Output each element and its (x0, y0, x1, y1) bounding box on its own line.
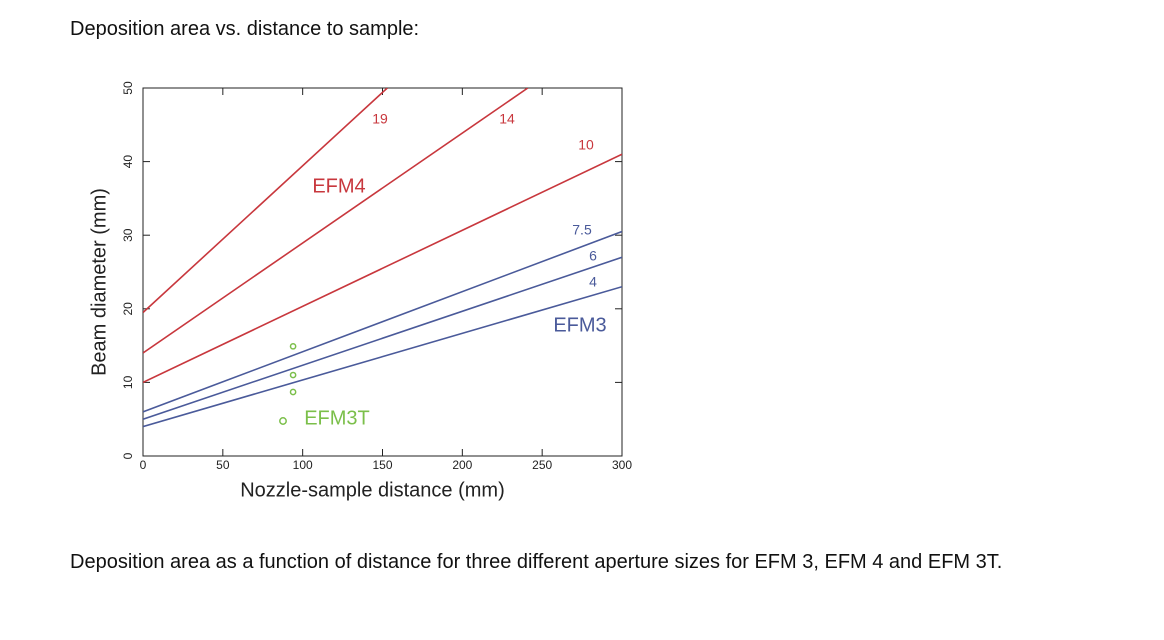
series-line (143, 230, 622, 413)
series-label: 6 (589, 248, 597, 264)
x-tick-label: 200 (452, 458, 472, 472)
x-tick-label: 300 (612, 458, 632, 472)
y-tick-label: 40 (121, 155, 135, 169)
series-line (143, 88, 388, 314)
x-tick-label: 100 (293, 458, 313, 472)
y-tick-label: 50 (121, 81, 135, 95)
y-tick-label: 30 (121, 228, 135, 242)
x-tick-label: 150 (372, 458, 392, 472)
data-point (289, 388, 297, 396)
series-label: EFM3T (304, 407, 370, 429)
heading: Deposition area vs. distance to sample: (70, 18, 420, 40)
series-line (143, 153, 622, 384)
annotation: EFM3 (553, 314, 606, 336)
data-point (289, 342, 297, 350)
plot-frame (142, 87, 623, 457)
y-axis-label: Beam diameter (mm) (88, 188, 110, 376)
y-tick-label: 10 (121, 375, 135, 389)
x-tick-label: 250 (532, 458, 552, 472)
x-tick-label: 50 (216, 458, 230, 472)
y-tick-label: 20 (121, 302, 135, 316)
data-point (289, 371, 297, 379)
series-line (143, 256, 622, 420)
series-line (143, 285, 622, 428)
legend-marker (279, 417, 287, 425)
x-tick-label: 0 (140, 458, 147, 472)
series-label: 7.5 (572, 222, 592, 238)
series-line (143, 88, 529, 354)
caption: Deposition area as a function of distanc… (70, 551, 1003, 573)
x-axis-label: Nozzle-sample distance (mm) (240, 479, 505, 501)
series-label: 19 (372, 111, 388, 127)
series-label: 10 (578, 137, 594, 153)
series-label: 4 (589, 274, 597, 290)
annotation: EFM4 (312, 175, 365, 197)
y-tick-label: 0 (121, 452, 135, 459)
series-label: 14 (499, 111, 515, 127)
